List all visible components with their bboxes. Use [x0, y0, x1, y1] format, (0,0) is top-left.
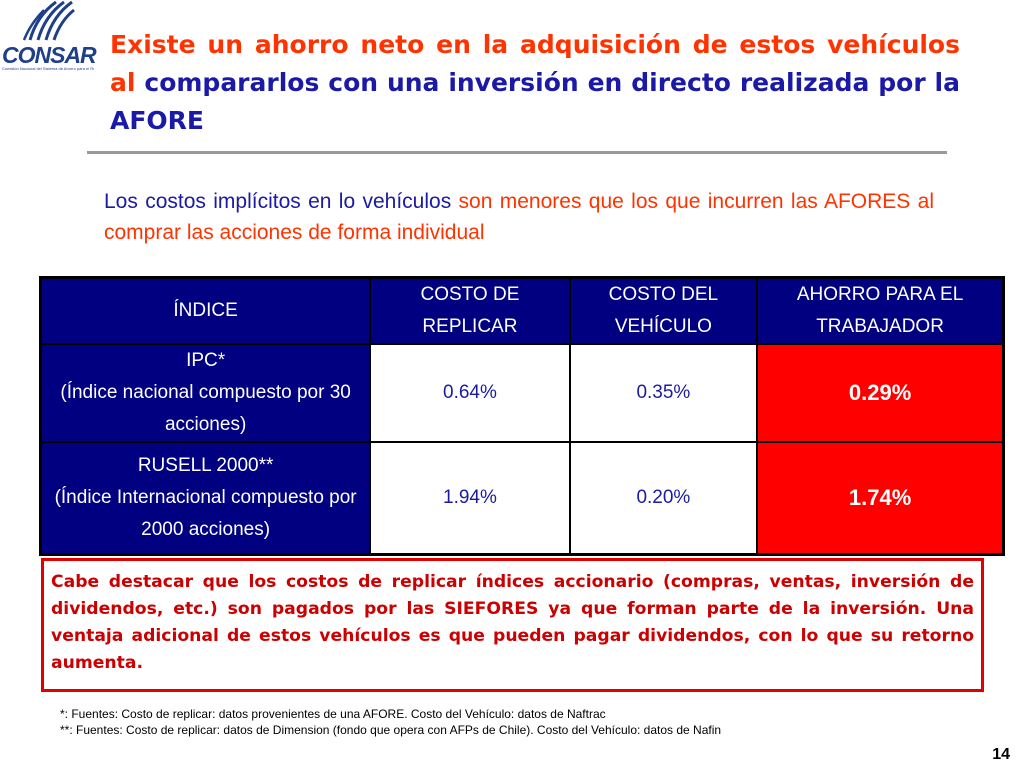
- consar-emblem-icon: [22, 0, 75, 41]
- consar-logo: CONSAR Comisión Nacional del Sistema de …: [0, 0, 97, 82]
- index-description: (Índice Internacional compuesto por 2000…: [54, 486, 357, 540]
- header-index: ÍNDICE: [39, 276, 372, 345]
- vehicle-cost-cell: 0.35%: [568, 343, 759, 443]
- savings-cell: 1.74%: [756, 441, 1005, 555]
- table-row: IPC* (Índice nacional compuesto por 30 a…: [39, 343, 1005, 443]
- index-cell: IPC* (Índice nacional compuesto por 30 a…: [39, 343, 372, 443]
- subtitle-red-part: son menores que los que incurren las AFO…: [104, 190, 934, 244]
- savings-cell: 0.29%: [756, 343, 1005, 443]
- replicate-cost-cell: 0.64%: [369, 343, 571, 443]
- highlight-note-box: Cabe destacar que los costos de replicar…: [41, 558, 984, 692]
- index-cell: RUSELL 2000** (Índice Internacional comp…: [39, 441, 372, 555]
- table-row: RUSELL 2000** (Índice Internacional comp…: [39, 441, 1005, 555]
- subtitle-blue-part: Los costos implícitos en lo vehículos: [104, 190, 452, 213]
- slide-title: Existe un ahorro neto en la adquisición …: [110, 26, 960, 140]
- footnote-ipc: *: Fuentes: Costo de replicar: datos pro…: [60, 707, 606, 721]
- index-name: RUSELL 2000**: [137, 454, 274, 476]
- title-divider: [87, 151, 947, 154]
- title-blue-part: compararlos con una inversión en directo…: [110, 68, 960, 135]
- index-description: (Índice nacional compuesto por 30 accion…: [60, 382, 351, 435]
- table-header-row: ÍNDICE COSTO DE REPLICAR COSTO DEL VEHÍC…: [39, 276, 1005, 345]
- page-number: 14: [992, 746, 1010, 763]
- header-savings: AHORRO PARA EL TRABAJADOR: [756, 276, 1005, 345]
- title-red-part: Existe un ahorro neto en la adquisición …: [110, 30, 960, 97]
- replicate-cost-cell: 1.94%: [369, 441, 571, 555]
- header-replicate-cost: COSTO DE REPLICAR: [369, 276, 571, 345]
- vehicle-cost-cell: 0.20%: [568, 441, 759, 555]
- index-name: IPC*: [186, 350, 226, 371]
- logo-wordmark: CONSAR: [2, 42, 97, 68]
- logo-subtext: Comisión Nacional del Sistema de Ahorro …: [2, 66, 94, 71]
- footnotes: *: Fuentes: Costo de replicar: datos pro…: [60, 706, 960, 738]
- footnote-russell: **: Fuentes: Costo de replicar: datos de…: [60, 723, 722, 737]
- header-vehicle-cost: COSTO DEL VEHÍCULO: [568, 276, 759, 345]
- slide-subtitle: Los costos implícitos en lo vehículos so…: [104, 186, 934, 248]
- cost-comparison-table: ÍNDICE COSTO DE REPLICAR COSTO DEL VEHÍC…: [39, 276, 1005, 556]
